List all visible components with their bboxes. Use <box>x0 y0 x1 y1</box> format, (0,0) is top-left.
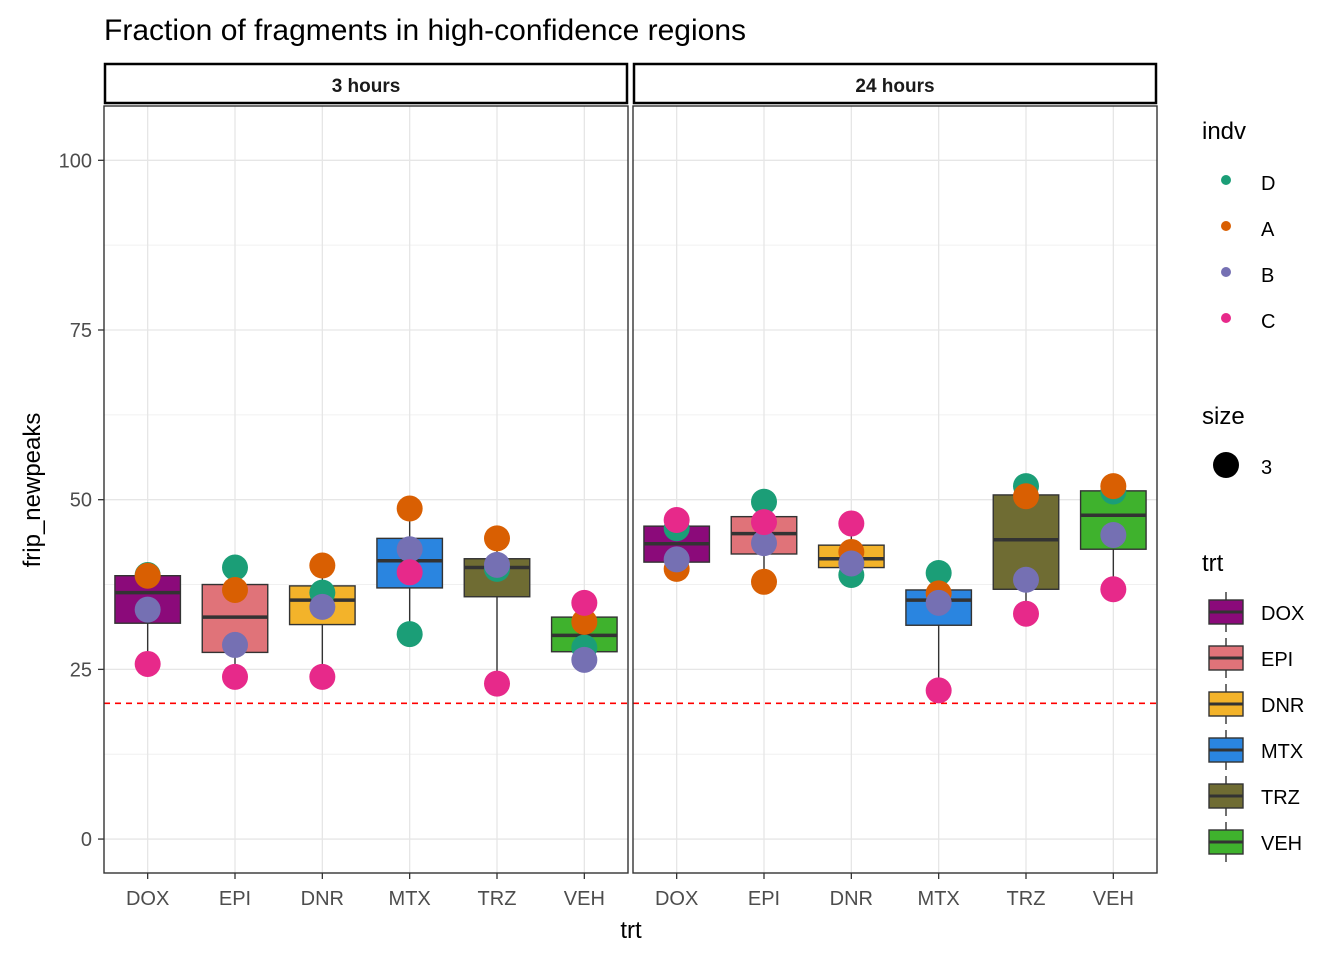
y-axis-title: frip_newpeaks <box>19 413 46 568</box>
y-tick-label: 25 <box>70 659 92 681</box>
legend-key-indv <box>1221 313 1231 323</box>
x-tick-label: TRZ <box>1007 888 1046 910</box>
facet-strip-label: 24 hours <box>855 76 934 97</box>
legend-key-indv <box>1221 221 1231 231</box>
legend-label-trt: TRZ <box>1261 787 1300 809</box>
legend-label-size: 3 <box>1261 457 1272 479</box>
legend-label-trt: DOX <box>1261 603 1304 625</box>
x-tick-label: DOX <box>126 888 169 910</box>
legend-key-indv <box>1221 267 1231 277</box>
point-c <box>751 509 777 536</box>
point-b <box>1100 521 1127 548</box>
point-b <box>396 536 423 563</box>
point-b <box>1013 566 1039 593</box>
point-d <box>222 554 248 581</box>
point-d <box>751 488 777 515</box>
panel-border <box>103 105 629 874</box>
x-tick-label: DNR <box>301 888 344 910</box>
facet-panel: 24 hours DOX EPI DNR MTX TRZ VEH <box>632 62 1158 910</box>
legend-key-size <box>1213 452 1239 478</box>
x-axis-title: trt <box>620 917 642 944</box>
point-a <box>571 608 598 635</box>
point-c <box>663 507 690 534</box>
panel-border <box>632 105 1158 874</box>
x-tick-label: MTX <box>389 888 431 910</box>
point-b <box>571 646 598 673</box>
y-tick-label: 50 <box>70 490 92 512</box>
point-c <box>571 589 598 616</box>
x-tick-label: EPI <box>748 888 780 910</box>
point-b <box>838 550 865 577</box>
point-d <box>925 559 952 586</box>
legend-label-indv: A <box>1261 219 1275 241</box>
y-tick-label: 100 <box>59 150 92 172</box>
legend-label-trt: EPI <box>1261 649 1293 671</box>
chart-title: Fraction of fragments in high-confidence… <box>104 14 746 47</box>
point-c <box>134 650 161 677</box>
facet-strip-label: 3 hours <box>332 76 401 97</box>
point-a <box>396 495 423 522</box>
x-tick-label: DOX <box>655 888 698 910</box>
point-b <box>222 631 248 658</box>
legend-label-trt: VEH <box>1261 833 1302 855</box>
point-b <box>751 530 777 557</box>
x-tick-label: DNR <box>830 888 873 910</box>
legend-label-indv: D <box>1261 173 1275 195</box>
legend-title-indv: indv <box>1202 118 1246 145</box>
point-c <box>484 670 510 697</box>
point-a <box>309 552 336 579</box>
point-b <box>134 596 161 623</box>
x-tick-label: EPI <box>219 888 251 910</box>
y-tick-label: 0 <box>81 829 92 851</box>
point-a <box>222 576 248 603</box>
x-tick-label: VEH <box>564 888 605 910</box>
legend-label-indv: B <box>1261 265 1274 287</box>
point-d <box>396 621 423 648</box>
legend-title-size: size <box>1202 403 1245 430</box>
legend-key-indv <box>1221 175 1231 185</box>
point-a <box>484 525 510 552</box>
x-tick-label: TRZ <box>478 888 517 910</box>
point-c <box>838 510 865 537</box>
point-b <box>925 589 952 616</box>
point-b <box>663 546 690 573</box>
legend-title-trt: trt <box>1202 550 1224 577</box>
point-c <box>309 663 336 690</box>
facet-panel: 3 hours DOX EPI DNR MTX TRZ VEH <box>103 62 629 910</box>
point-a <box>1100 473 1127 500</box>
legend-label-trt: MTX <box>1261 741 1303 763</box>
point-c <box>1100 576 1127 603</box>
y-tick-label: 75 <box>70 320 92 342</box>
facet-strip <box>632 62 1158 105</box>
point-c <box>396 559 423 586</box>
point-a <box>751 568 777 595</box>
point-c <box>222 663 248 690</box>
facet-strip <box>103 62 629 105</box>
point-a <box>1013 483 1039 510</box>
point-b <box>309 593 336 620</box>
legend-label-trt: DNR <box>1261 695 1304 717</box>
point-a <box>134 562 161 589</box>
point-c <box>1013 600 1039 627</box>
legend-label-indv: C <box>1261 311 1275 333</box>
x-tick-label: VEH <box>1093 888 1134 910</box>
point-c <box>925 677 952 704</box>
x-tick-label: MTX <box>918 888 960 910</box>
point-b <box>484 551 510 578</box>
facet-panels: 3 hours DOX EPI DNR MTX TRZ VEH 24 hours DOX EPI D… <box>59 62 1158 910</box>
